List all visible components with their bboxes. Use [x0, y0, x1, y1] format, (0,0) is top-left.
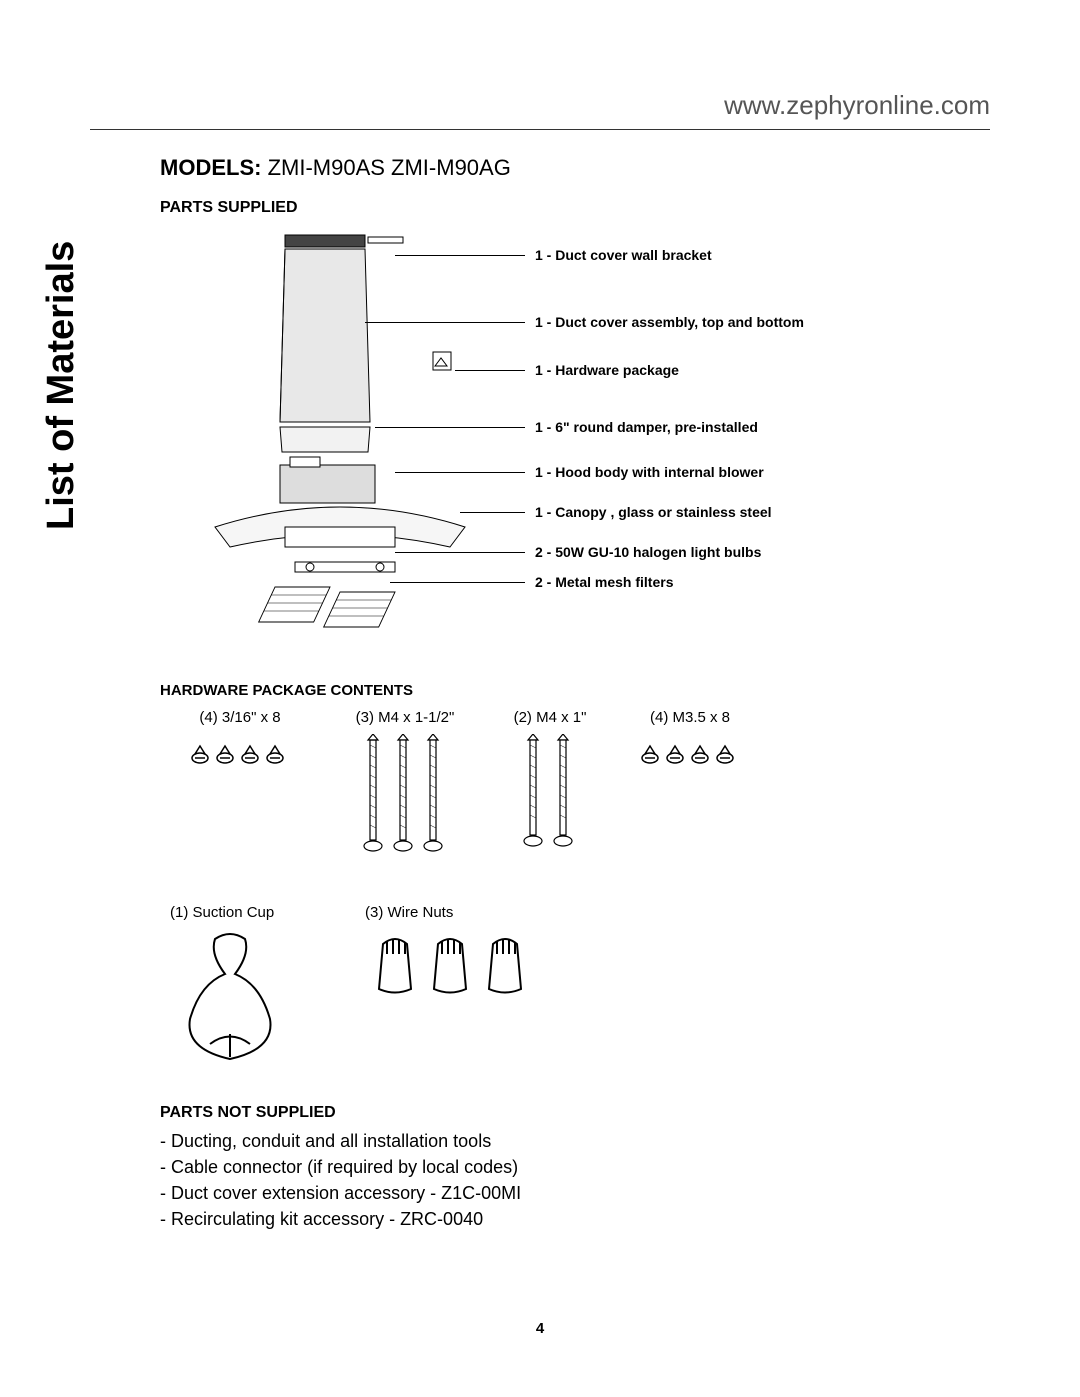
- not-supplied-item: - Duct cover extension accessory - Z1C-0…: [160, 1180, 990, 1206]
- leader-line: [395, 552, 525, 553]
- not-supplied-item: - Recirculating kit accessory - ZRC-0040: [160, 1206, 990, 1232]
- parts-diagram: 1 - Duct cover wall bracket 1 - Duct cov…: [160, 227, 960, 667]
- hw-label: (3) M4 x 1-1/2": [335, 709, 475, 726]
- not-supplied-section: PARTS NOT SUPPLIED - Ducting, conduit an…: [160, 1104, 990, 1232]
- hw-item-short-screws-1: (4) 3/16" x 8: [170, 709, 310, 778]
- hw-label: (4) 3/16" x 8: [170, 709, 310, 726]
- leader-line: [395, 472, 525, 473]
- leader-line: [375, 427, 525, 428]
- callout-hardware: 1 - Hardware package: [535, 362, 679, 378]
- callout-damper: 1 - 6" round damper, pre-installed: [535, 419, 758, 435]
- long-screw-icon: [350, 734, 460, 864]
- leader-line: [390, 582, 525, 583]
- hardware-row-1: (4) 3/16" x 8 (3) M4 x 1-1/2": [160, 709, 860, 899]
- hw-item-suction-cup: (1) Suction Cup: [170, 904, 330, 1073]
- leader-line: [395, 255, 525, 256]
- callout-bulbs: 2 - 50W GU-10 halogen light bulbs: [535, 544, 761, 560]
- suction-cup-icon: [170, 929, 290, 1069]
- hw-label: (4) M3.5 x 8: [620, 709, 760, 726]
- leader-line: [365, 322, 525, 323]
- parts-supplied-heading: PARTS SUPPLIED: [160, 199, 990, 217]
- not-supplied-item: - Cable connector (if required by local …: [160, 1154, 990, 1180]
- callout-bracket: 1 - Duct cover wall bracket: [535, 247, 712, 263]
- hw-label: (1) Suction Cup: [170, 904, 330, 921]
- not-supplied-heading: PARTS NOT SUPPLIED: [160, 1104, 990, 1122]
- med-screw-icon: [510, 734, 590, 864]
- header-url: www.zephyronline.com: [90, 90, 990, 130]
- callout-canopy: 1 - Canopy , glass or stainless steel: [535, 504, 772, 520]
- not-supplied-item: - Ducting, conduit and all installation …: [160, 1128, 990, 1154]
- leader-line: [460, 512, 525, 513]
- hw-label: (2) M4 x 1": [495, 709, 605, 726]
- leader-line: [455, 370, 525, 371]
- hardware-row-2: (1) Suction Cup (3) Wire Nuts: [160, 904, 860, 1084]
- callout-hoodbody: 1 - Hood body with internal blower: [535, 464, 764, 480]
- hw-label: (3) Wire Nuts: [365, 904, 565, 921]
- short-screw-icon: [635, 734, 745, 774]
- callout-filters: 2 - Metal mesh filters: [535, 574, 674, 590]
- hw-item-med-screws: (2) M4 x 1": [495, 709, 605, 868]
- page-number: 4: [536, 1320, 544, 1337]
- hardware-section: HARDWARE PACKAGE CONTENTS (4) 3/16" x 8: [160, 682, 990, 1084]
- models-label: MODELS:: [160, 155, 261, 180]
- exploded-view-svg: [190, 227, 490, 657]
- short-screw-icon: [185, 734, 295, 774]
- hw-item-wire-nuts: (3) Wire Nuts: [365, 904, 565, 1013]
- hw-item-long-screws: (3) M4 x 1-1/2": [335, 709, 475, 868]
- callout-duct-assy: 1 - Duct cover assembly, top and bottom: [535, 314, 804, 330]
- models-values: ZMI-M90AS ZMI-M90AG: [268, 155, 511, 180]
- sidebar-title: List of Materials: [40, 241, 83, 530]
- models-line: MODELS: ZMI-M90AS ZMI-M90AG: [160, 155, 990, 181]
- hw-item-short-screws-2: (4) M3.5 x 8: [620, 709, 760, 778]
- hardware-heading: HARDWARE PACKAGE CONTENTS: [160, 682, 990, 699]
- wire-nut-icon: [365, 929, 545, 1009]
